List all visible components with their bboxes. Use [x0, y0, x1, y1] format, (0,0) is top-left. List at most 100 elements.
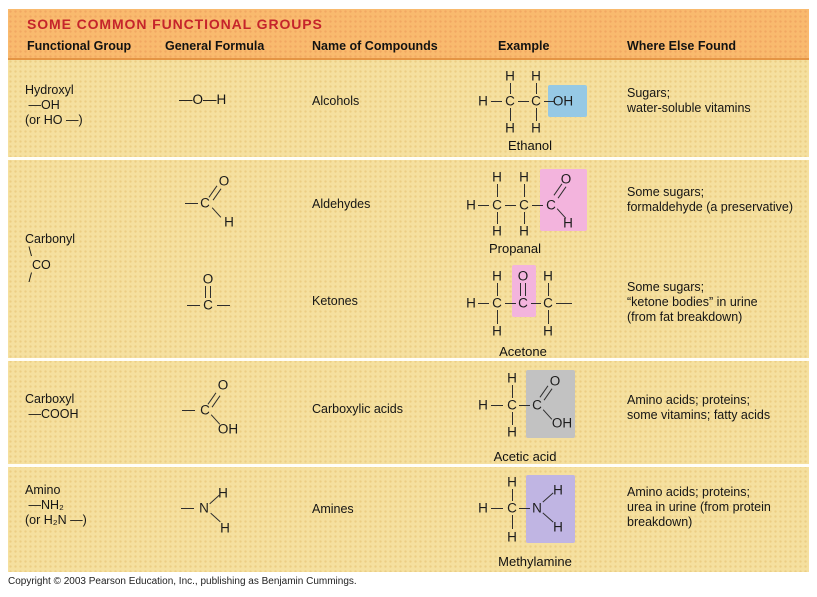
- bond: [497, 212, 498, 224]
- atom-h: H: [478, 500, 488, 516]
- column-header-where-else-found: Where Else Found: [627, 39, 737, 53]
- atom-c: C: [518, 295, 528, 311]
- bond: [524, 212, 525, 224]
- functional-groups-table: SOME COMMON FUNCTIONAL GROUPS Functional…: [8, 9, 809, 572]
- atom-h: H: [220, 520, 230, 536]
- atom-h: H: [553, 482, 563, 498]
- molecule-ethanol: H H H C C OH H H Ethanol: [455, 66, 605, 161]
- atom-h: H: [505, 120, 515, 136]
- atom-h: H: [507, 424, 517, 440]
- compound-name-ketones: Ketones: [312, 294, 358, 308]
- atom-o: O: [517, 268, 529, 284]
- atom-o: O: [202, 271, 214, 287]
- atom-c: C: [200, 195, 210, 211]
- bond: [536, 83, 537, 94]
- bond: [519, 405, 530, 406]
- row-divider: [8, 358, 809, 361]
- row-divider: [8, 157, 809, 160]
- atom-h: H: [492, 223, 502, 239]
- atom-c: C: [492, 197, 502, 213]
- atom-o: O: [218, 173, 230, 189]
- highlight-aldehyde-group: [540, 169, 587, 231]
- example-label-acetone: Acetone: [499, 344, 547, 359]
- where-else-found-carboxyl: Amino acids; proteins; some vitamins; fa…: [627, 393, 771, 422]
- atom-c: C: [543, 295, 553, 311]
- atom-h: H: [507, 529, 517, 545]
- bond: [505, 205, 516, 206]
- functional-group-carboxyl: Carboxyl —COOH: [25, 392, 79, 421]
- molecule-propanal: H H H C C C O H H H Propanal: [455, 165, 620, 265]
- atom-n: N: [199, 500, 209, 516]
- bond: [548, 283, 549, 296]
- general-formula-aldehyde: C O H: [180, 173, 280, 245]
- bond: [512, 489, 513, 501]
- bond: [512, 412, 513, 425]
- molecule-methylamine: H H C N H H H Methylamine: [455, 472, 620, 577]
- bond: [210, 414, 221, 425]
- where-else-found-ketones: Some sugars; “ketone bodies” in urine (f…: [627, 280, 758, 324]
- atom-oh: OH: [217, 421, 239, 437]
- highlight-carboxyl-group: [526, 370, 575, 438]
- highlight-ketone-group: [512, 265, 536, 317]
- bond: [505, 303, 516, 304]
- table-header-band: SOME COMMON FUNCTIONAL GROUPS Functional…: [8, 9, 809, 60]
- double-bond: [520, 283, 526, 296]
- where-else-found-hydroxyl: Sugars; water-soluble vitamins: [627, 86, 751, 115]
- molecule-acetic-acid: H H C C O OH H Acetic acid: [455, 368, 620, 468]
- atom-c: C: [519, 197, 529, 213]
- compound-name-carboxylic-acids: Carboxylic acids: [312, 402, 404, 416]
- column-header-name-of-compounds: Name of Compounds: [312, 39, 438, 53]
- where-else-found-amino: Amino acids; proteins; urea in urine (fr…: [627, 485, 771, 529]
- atom-h: H: [478, 397, 488, 413]
- compound-name-alcohols: Alcohols: [312, 94, 360, 108]
- bond: [556, 303, 572, 304]
- atom-h: H: [478, 93, 488, 109]
- bond: [536, 108, 537, 121]
- bond: [544, 101, 555, 102]
- general-formula-ketone: O C: [180, 271, 250, 328]
- double-bond: [208, 185, 222, 201]
- example-label-ethanol: Ethanol: [507, 138, 553, 153]
- bond: [182, 410, 195, 411]
- atom-h: H: [519, 223, 529, 239]
- bond: [510, 83, 511, 94]
- bond: [518, 101, 529, 102]
- bond: [211, 207, 222, 218]
- compound-name-amines: Amines: [312, 502, 354, 516]
- column-header-example: Example: [498, 39, 550, 53]
- table-title: SOME COMMON FUNCTIONAL GROUPS: [27, 16, 323, 32]
- atom-h: H: [543, 268, 553, 284]
- bond: [532, 205, 543, 206]
- atom-c: C: [532, 397, 542, 413]
- row-divider: [8, 464, 809, 467]
- double-bond: [207, 392, 221, 408]
- atom-c: C: [546, 197, 556, 213]
- atom-h: H: [553, 519, 563, 535]
- atom-h: H: [531, 120, 541, 136]
- atom-h: H: [466, 197, 476, 213]
- atom-h: H: [519, 169, 529, 185]
- bond: [548, 310, 549, 324]
- bond: [524, 184, 525, 197]
- atom-c: C: [507, 397, 517, 413]
- bond: [497, 184, 498, 197]
- atom-h: H: [507, 370, 517, 386]
- bond: [181, 508, 194, 509]
- general-formula-hydroxyl: —O—H: [179, 92, 227, 107]
- atom-o: O: [560, 171, 572, 187]
- molecule-acetone: H O H H C C C H H Acetone: [455, 262, 640, 362]
- atom-h: H: [563, 215, 573, 231]
- example-label-methylamine: Methylamine: [498, 554, 572, 569]
- bond: [510, 108, 511, 121]
- atom-h: H: [507, 474, 517, 490]
- double-bond: [205, 286, 211, 298]
- atom-h: H: [543, 323, 553, 339]
- atom-h: H: [492, 268, 502, 284]
- atom-c: C: [505, 93, 515, 109]
- highlight-amino-group: [526, 475, 575, 543]
- atom-n: N: [532, 500, 542, 516]
- bond: [491, 101, 502, 102]
- bond: [217, 305, 230, 306]
- bond: [497, 310, 498, 324]
